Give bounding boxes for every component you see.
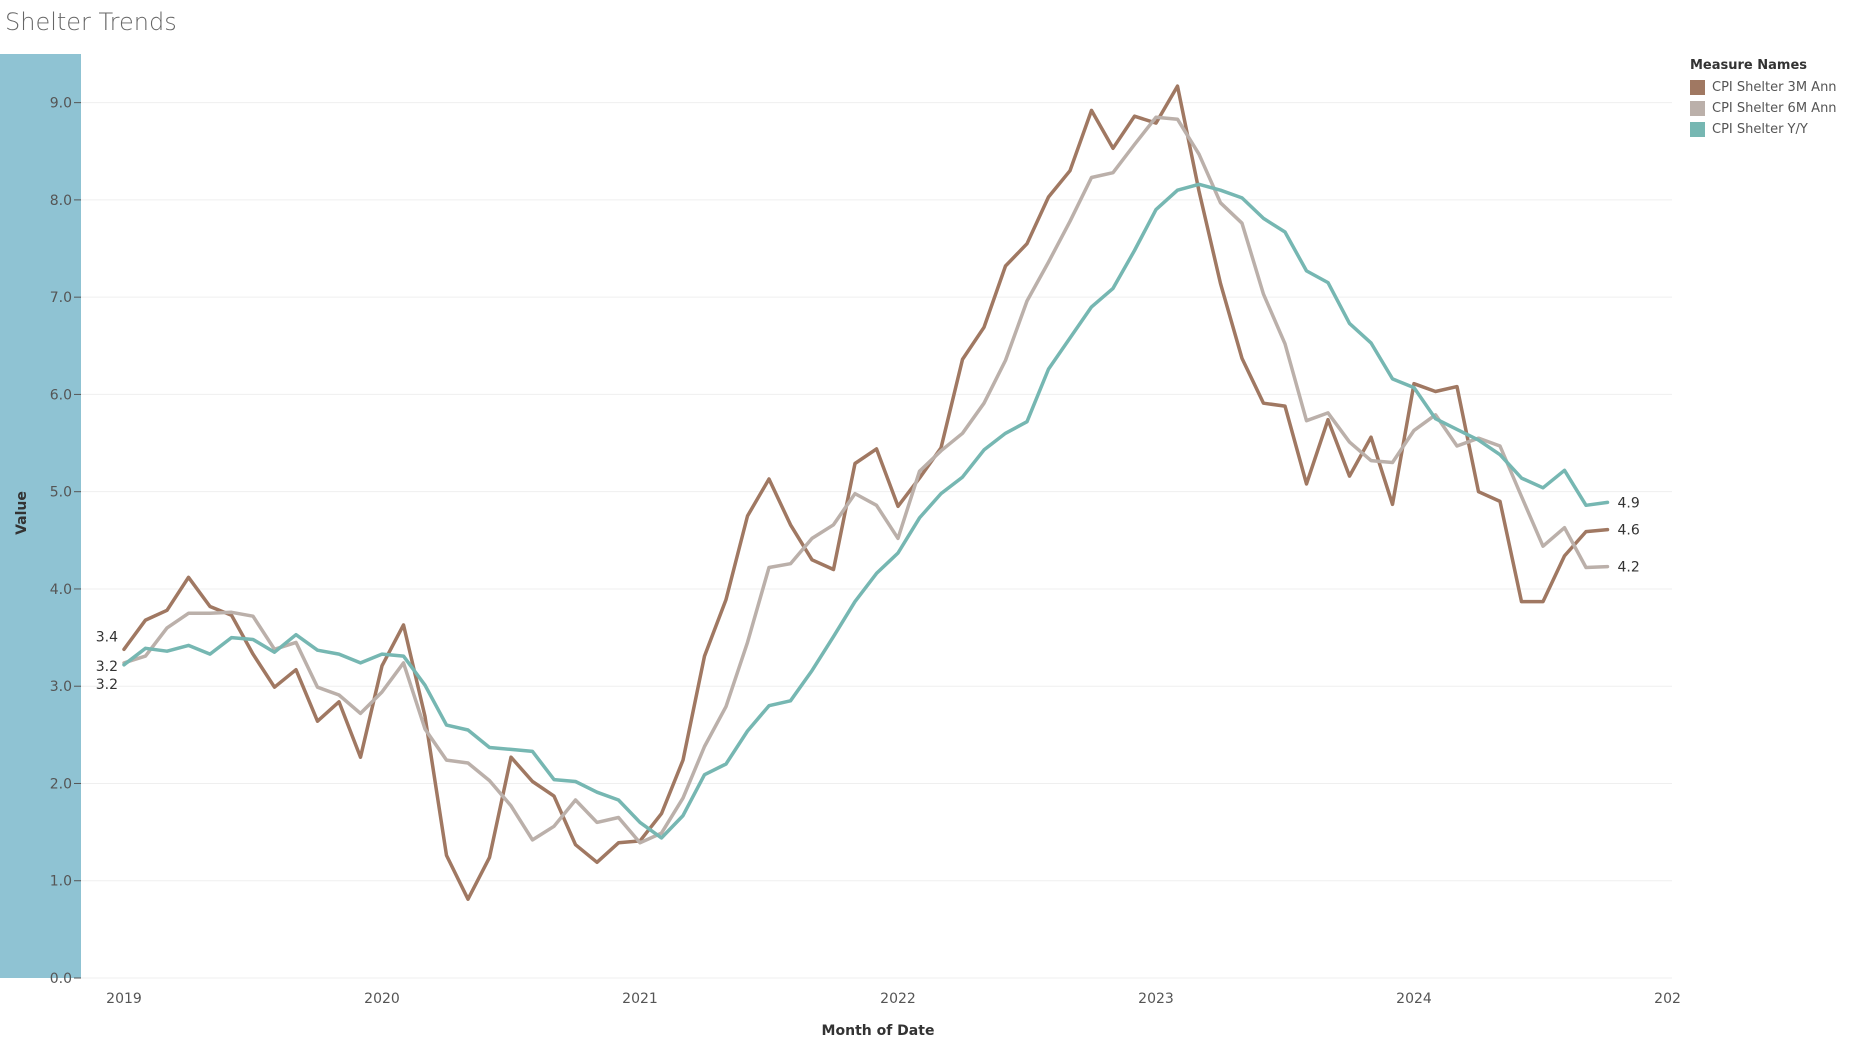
- x-tick-label: 2024: [1396, 991, 1432, 1007]
- gridlines: [81, 102, 1672, 979]
- y-axis-label: Value: [14, 491, 30, 535]
- legend: Measure Names CPI Shelter 3M Ann CPI Shel…: [1690, 58, 1853, 140]
- x-tick-label: 2019: [106, 991, 142, 1007]
- y-tick-label: 7.0: [50, 290, 72, 306]
- y-tick-label: 9.0: [50, 96, 72, 112]
- x-axis-label: Month of Date: [822, 1023, 935, 1039]
- start-data-label: 3.2: [96, 677, 118, 693]
- data-labels: 4.6 3.4 4.2 3.2 4.9 3.2: [96, 495, 1640, 692]
- chart-title: Shelter Trends: [5, 8, 177, 36]
- line-chart: 0.01.02.03.04.05.06.07.08.09.0 2019 2020 2…: [0, 54, 1680, 1039]
- end-data-label: 4.2: [1618, 560, 1640, 576]
- y-tick-label: 2.0: [50, 776, 72, 792]
- legend-item[interactable]: CPI Shelter 3M Ann: [1690, 77, 1853, 98]
- y-tick-label: 1.0: [50, 874, 72, 890]
- legend-item[interactable]: CPI Shelter Y/Y: [1690, 119, 1853, 140]
- y-tick-label: 0.0: [50, 971, 72, 987]
- y-tick-label: 8.0: [50, 193, 72, 209]
- y-tick-label: 4.0: [50, 582, 72, 598]
- start-data-label: 3.2: [96, 659, 118, 675]
- series-group: [122, 84, 1610, 901]
- y-axis-band: [0, 54, 81, 978]
- legend-swatch: [1690, 122, 1705, 137]
- x-tick-label: 2023: [1138, 991, 1174, 1007]
- end-data-label: 4.9: [1618, 495, 1640, 511]
- x-tick-label: 2022: [880, 991, 916, 1007]
- end-data-label: 4.6: [1618, 523, 1640, 539]
- y-tick-label: 5.0: [50, 485, 72, 501]
- legend-swatch: [1690, 101, 1705, 116]
- legend-label: CPI Shelter Y/Y: [1712, 122, 1808, 137]
- x-tick-label: 2021: [622, 991, 658, 1007]
- x-axis: 2019 2020 2021 2022 2023 2024 2025: [106, 991, 1680, 1007]
- y-axis: 0.0 1.0 2.0 3.0 4.0 5.0 6.0 7.0 8.0 9.0: [50, 96, 81, 987]
- legend-label: CPI Shelter 6M Ann: [1712, 101, 1837, 116]
- series-line: [122, 115, 1610, 845]
- legend-title: Measure Names: [1690, 58, 1808, 73]
- start-data-label: 3.4: [96, 629, 118, 645]
- series-line: [122, 84, 1610, 901]
- legend-item[interactable]: CPI Shelter 6M Ann: [1690, 98, 1853, 119]
- x-tick-label: 2025: [1654, 991, 1680, 1007]
- legend-swatch: [1690, 80, 1705, 95]
- x-tick-label: 2020: [364, 991, 400, 1007]
- y-tick-label: 6.0: [50, 387, 72, 403]
- series-line: [122, 182, 1610, 840]
- y-tick-label: 3.0: [50, 679, 72, 695]
- legend-label: CPI Shelter 3M Ann: [1712, 80, 1837, 95]
